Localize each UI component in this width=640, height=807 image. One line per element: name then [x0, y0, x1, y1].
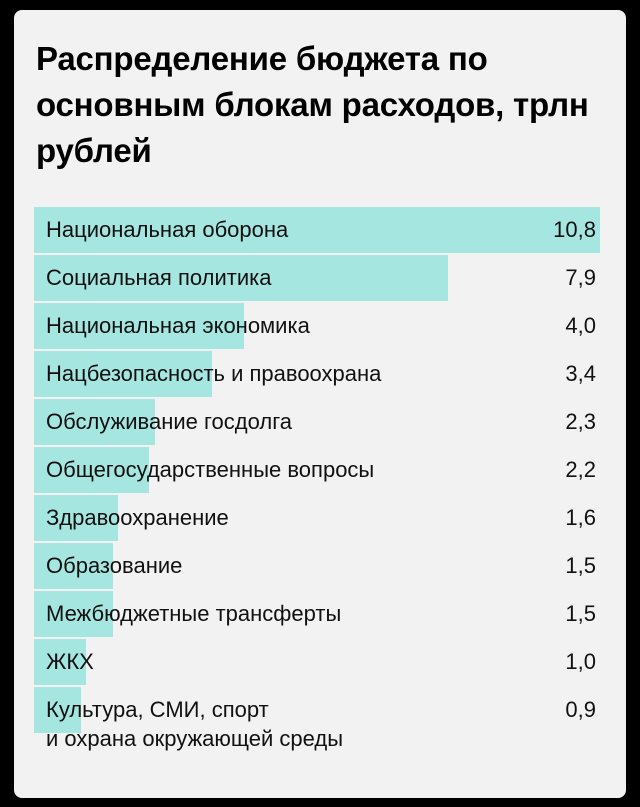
- bar-value-label: 1,5: [565, 553, 596, 578]
- bar-label: Образование: [46, 553, 183, 578]
- bar-row: Социальная политика 7,9: [34, 255, 600, 301]
- bar-label: Общегосударственные вопросы: [46, 457, 375, 482]
- bar-label: ЖКХ: [46, 649, 94, 674]
- bar: [34, 207, 600, 253]
- bar-row: Культура, СМИ, спорт и охрана окружающей…: [34, 687, 600, 761]
- bar-value-label: 2,3: [565, 409, 596, 434]
- bar-row: Национальная оборона 10,8: [34, 207, 600, 253]
- bar-label: Национальная экономика: [46, 313, 310, 338]
- bar-value-label: 0,9: [565, 697, 596, 722]
- chart-card: Распределение бюджета по основным блокам…: [14, 10, 626, 798]
- bar: [34, 447, 150, 493]
- bar-row: Общегосударственные вопросы 2,2: [34, 447, 600, 493]
- bar-value-label: 3,4: [565, 361, 596, 386]
- bar-label: Межбюджетные трансферты: [46, 601, 342, 626]
- bar-value-label: 1,6: [565, 505, 596, 530]
- bar: [34, 255, 449, 301]
- bar-value-label: 1,0: [565, 649, 596, 674]
- bar-row: Обслуживание госдолга 2,3: [34, 399, 600, 445]
- bar-label: Социальная политика: [46, 265, 272, 290]
- bar-list: Национальная оборона 10,8 Социальная полит…: [34, 207, 600, 763]
- bar-label: Нацбезопасность и правоохрана: [46, 361, 382, 386]
- bar-row: Нацбезопасность и правоохрана 3,4: [34, 351, 600, 397]
- bar-row: Здравоохранение 1,6: [34, 495, 600, 541]
- chart-title: Распределение бюджета по основным блокам…: [36, 40, 589, 169]
- bar-label: Культура, СМИ, спорт и охрана окружающей…: [46, 697, 344, 751]
- bar-row: Образование 1,5: [34, 543, 600, 589]
- bar-value-label: 2,2: [565, 457, 596, 482]
- bar: [34, 495, 118, 541]
- bar: [34, 543, 113, 589]
- bar: [34, 687, 82, 733]
- bar: [34, 399, 155, 445]
- bar-value-label: 4,0: [565, 313, 596, 338]
- bar: [34, 591, 113, 637]
- bar-label: Обслуживание госдолга: [46, 409, 292, 434]
- bar-value-label: 1,5: [565, 601, 596, 626]
- bar-row: Национальная экономика 4,0: [34, 303, 600, 349]
- bar: [34, 303, 244, 349]
- bar-row: ЖКХ 1,0: [34, 639, 600, 685]
- bar-value-label: 7,9: [565, 265, 596, 290]
- bar-label: Национальная оборона: [46, 217, 289, 242]
- bar: [34, 639, 87, 685]
- bar: [34, 351, 213, 397]
- bar-value-label: 10,8: [553, 217, 596, 242]
- bar-label: Здравоохранение: [46, 505, 229, 530]
- bar-row: Межбюджетные трансферты 1,5: [34, 591, 600, 637]
